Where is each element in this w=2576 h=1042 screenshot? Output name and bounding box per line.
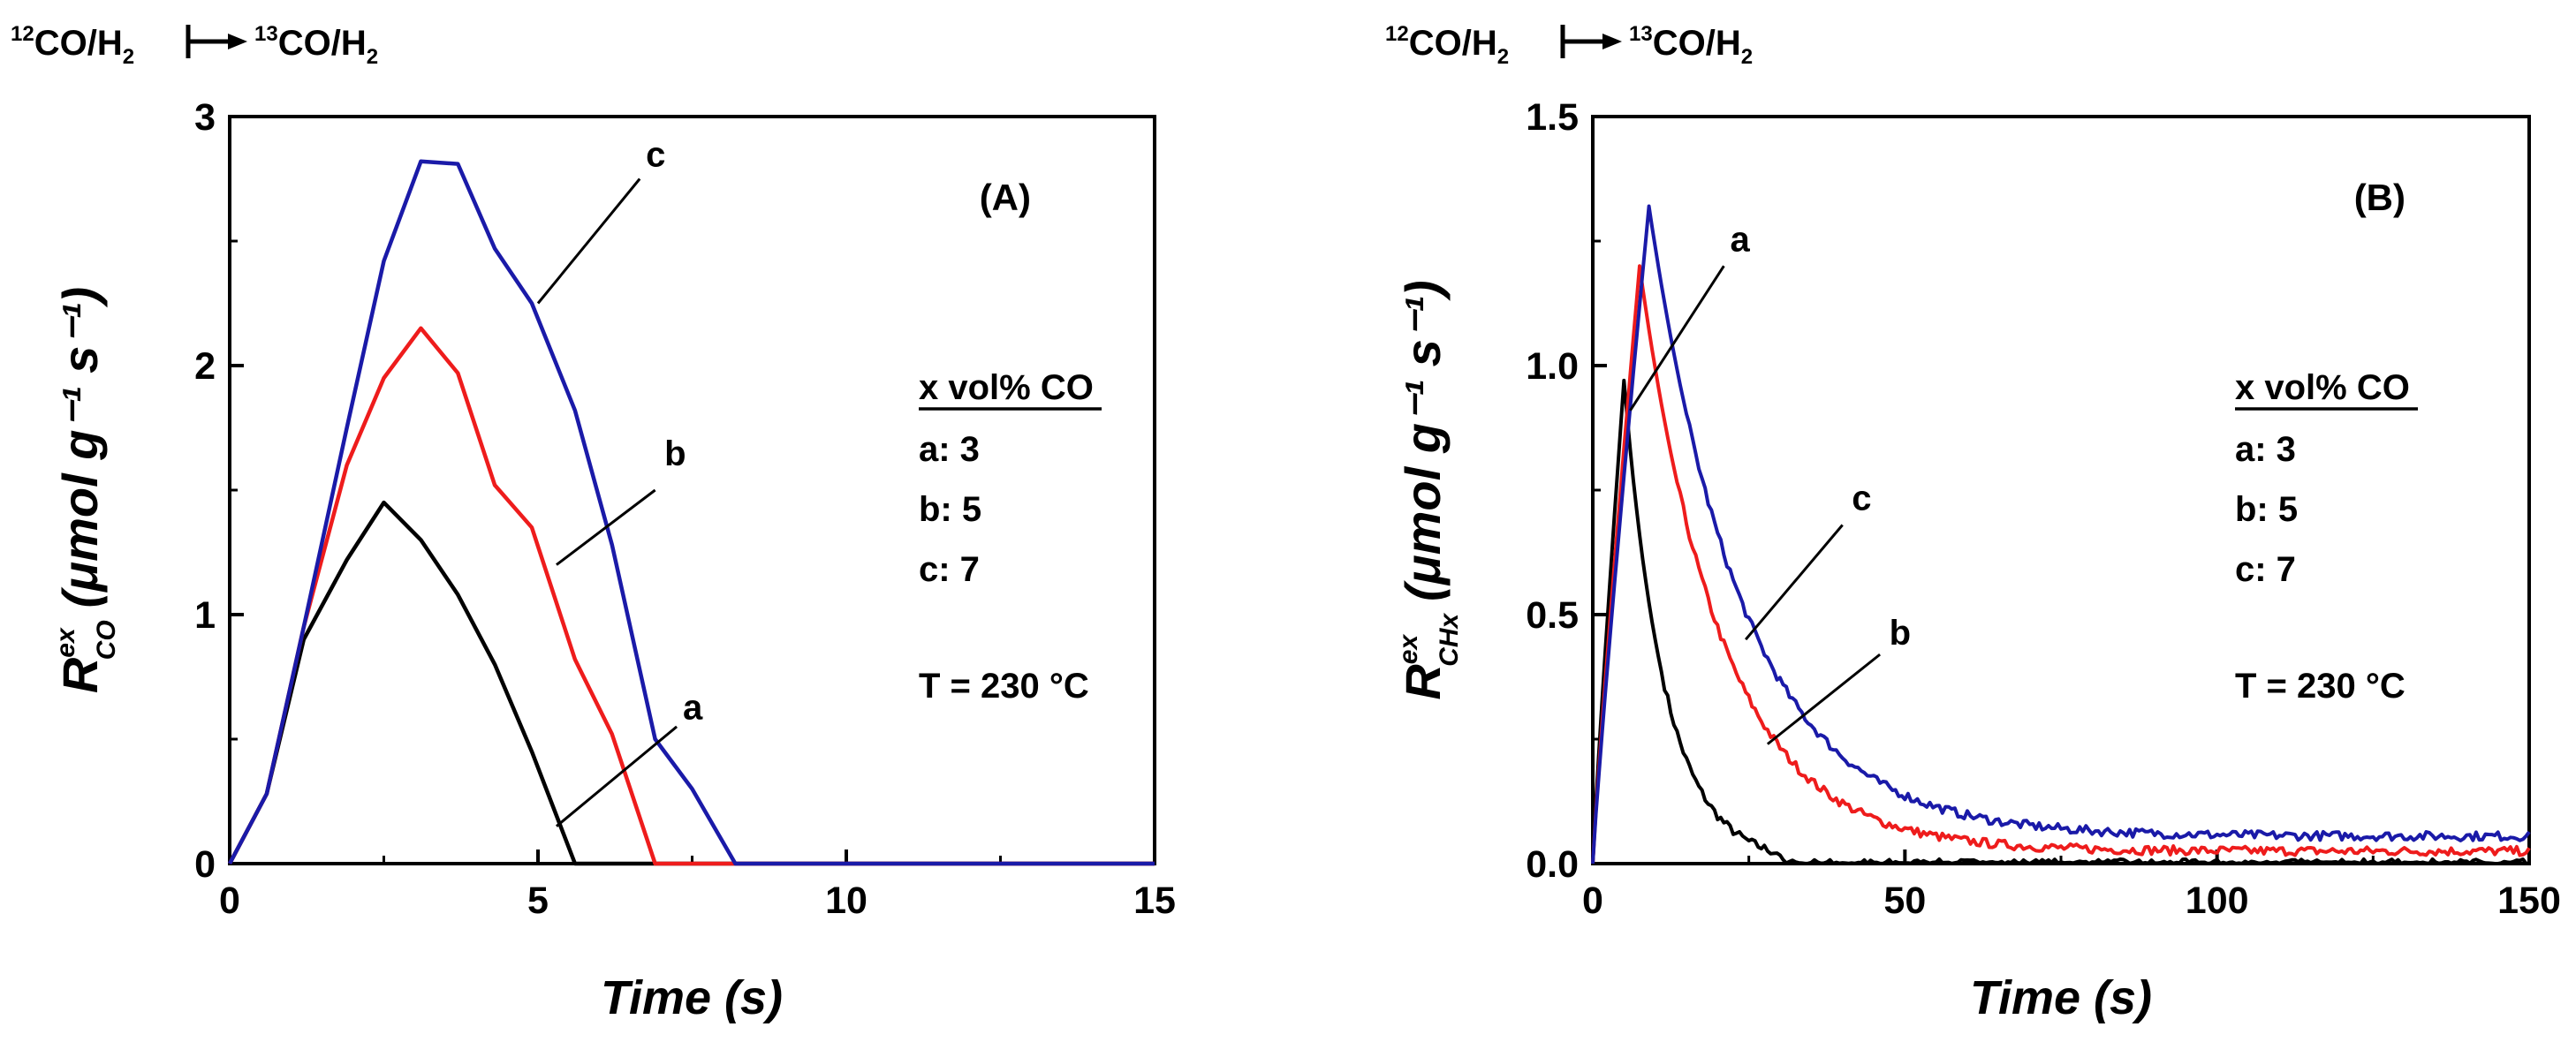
switch-from-text: 12CO/H2	[1385, 22, 1509, 69]
annotation-leader-b	[1766, 653, 1882, 745]
y-tick-label: 0.0	[1526, 843, 1579, 886]
legend-title: x vol% CO	[2235, 368, 2410, 407]
y-tick-label: 0.5	[1526, 594, 1579, 637]
annotation-label-c: c	[646, 135, 665, 174]
y-sub: CO	[92, 620, 121, 660]
legend-entry-b: b: 5	[2235, 490, 2298, 529]
legend-entry-c: c: 7	[2235, 550, 2296, 589]
switch-to-text: 13CO/H2	[254, 22, 378, 69]
annotation-group: c b a	[536, 135, 703, 827]
series-b-line	[1591, 264, 2531, 865]
annotation-group: a c b	[1629, 220, 1911, 745]
switch-to-mass: 13	[254, 22, 278, 46]
series-c-line	[1591, 204, 2531, 865]
temperature-label: T = 230 °C	[2235, 667, 2406, 706]
y-tick-label: 1	[194, 594, 216, 637]
panel-label: (B)	[2354, 177, 2406, 218]
series-a-line	[228, 500, 1155, 866]
x-tick-label: 0	[219, 880, 240, 922]
x-tick-label: 5	[527, 880, 549, 922]
switch-from-rest: CO/H	[1409, 24, 1497, 63]
switch-arrow-head	[1602, 34, 1622, 49]
switch-to-mass: 13	[1629, 22, 1653, 46]
annotation-leader-a	[555, 725, 678, 827]
y-sup: ex	[1394, 634, 1423, 665]
switch-from-text: 12CO/H2	[11, 22, 134, 69]
x-tick-label: 10	[825, 880, 868, 922]
y-sup: ex	[51, 627, 80, 658]
switch-to-text: 13CO/H2	[1629, 22, 1753, 69]
annotation-label-c: c	[1852, 479, 1871, 518]
axis-ticks: 0 50 100 150 0.0 0.5 1.0 1.5	[1526, 96, 2561, 922]
legend-title: x vol% CO	[919, 368, 1094, 407]
annotation-label-a: a	[683, 688, 703, 727]
annotation-leader-c	[536, 177, 641, 305]
series-c-line	[228, 159, 1155, 866]
legend-entry-b: b: 5	[919, 490, 981, 529]
series-a-line	[1591, 378, 2530, 865]
switch-from-rest: CO/H	[34, 24, 123, 63]
y-symbol: R	[1395, 664, 1451, 700]
annotation-leader-c	[1744, 524, 1844, 641]
switch-from-mass: 12	[1385, 22, 1409, 46]
y-axis-label: Rex CO (μmol g⁻¹ s⁻¹)	[51, 287, 121, 693]
y-symbol: R	[52, 657, 108, 693]
y-axis-label: Rex CHx (μmol g⁻¹ s⁻¹)	[1394, 280, 1464, 699]
switch-from-sub: 2	[123, 45, 134, 69]
switch-to-sub: 2	[367, 45, 378, 69]
x-axis-label: Time (s)	[1970, 971, 2152, 1024]
y-axis-label-text: Rex CO (μmol g⁻¹ s⁻¹)	[51, 287, 121, 693]
x-tick-label: 100	[2186, 880, 2249, 922]
legend-entry-c: c: 7	[919, 550, 980, 589]
annotation-label-b: b	[664, 434, 686, 473]
x-tick-label: 0	[1582, 880, 1603, 922]
switch-from-mass: 12	[11, 22, 34, 46]
x-tick-label: 50	[1883, 880, 1926, 922]
x-tick-label: 15	[1133, 880, 1176, 922]
switch-to-sub: 2	[1741, 45, 1753, 69]
axis-ticks: 0 5 10 15 0 1 2 3	[194, 96, 1176, 922]
y-units: (μmol g⁻¹ s⁻¹)	[52, 287, 108, 608]
panel-label: (A)	[980, 177, 1031, 218]
x-axis-label: Time (s)	[601, 971, 783, 1024]
panel-a: 0 5 10 15 0 1 2 3 c b a (A) x vol% CO a: 3 b: 5 c…	[51, 96, 1176, 1024]
legend-entry-a: a: 3	[919, 430, 980, 469]
switch-arrow-head	[228, 34, 247, 49]
y-axis-label-text: Rex CHx (μmol g⁻¹ s⁻¹)	[1394, 280, 1464, 699]
y-tick-label: 1.5	[1526, 96, 1579, 139]
switch-label-b: 12CO/H2 13CO/H2	[1385, 22, 1753, 69]
y-tick-label: 2	[194, 345, 216, 388]
switch-from-sub: 2	[1497, 45, 1509, 69]
plot-frame	[228, 115, 1156, 865]
annotation-leader-b	[556, 488, 656, 566]
series-group	[1591, 204, 2531, 865]
y-tick-label: 0	[194, 843, 216, 886]
x-tick-label: 150	[2497, 880, 2561, 922]
y-sub: CHx	[1435, 613, 1464, 667]
y-tick-label: 3	[194, 96, 216, 139]
temperature-label: T = 230 °C	[919, 667, 1089, 706]
series-group	[228, 159, 1155, 866]
switch-to-rest: CO/H	[1653, 24, 1741, 63]
switch-to-rest: CO/H	[278, 24, 367, 63]
y-tick-label: 1.0	[1526, 345, 1579, 388]
annotation-leader-a	[1629, 265, 1725, 412]
annotation-label-a: a	[1730, 220, 1750, 259]
annotation-label-b: b	[1890, 614, 1911, 653]
y-units: (μmol g⁻¹ s⁻¹)	[1395, 280, 1451, 601]
legend-entry-a: a: 3	[2235, 430, 2296, 469]
switch-label-a: 12CO/H2 13CO/H2	[11, 22, 378, 69]
